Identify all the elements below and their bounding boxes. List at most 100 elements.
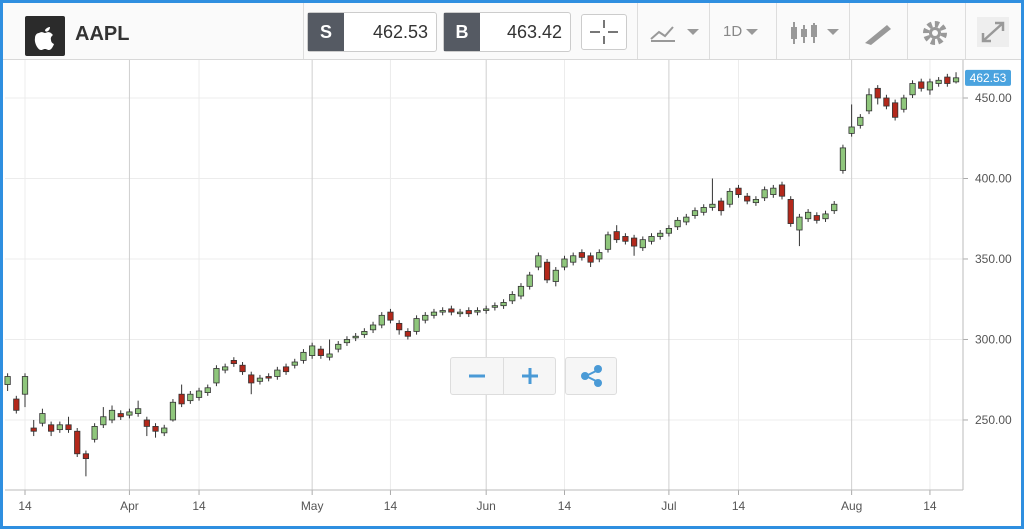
x-tick-label: 14 xyxy=(384,499,398,513)
candle-body xyxy=(674,219,681,228)
chart-type-button[interactable] xyxy=(649,21,705,48)
candle-body xyxy=(100,416,107,426)
candle-body xyxy=(422,314,429,321)
candle-body xyxy=(909,83,916,96)
zoom-controls xyxy=(450,357,556,395)
candle-body xyxy=(874,87,881,99)
candle-body xyxy=(778,184,786,197)
candle-body xyxy=(152,426,159,432)
candle-body xyxy=(256,377,264,382)
candle-body xyxy=(561,258,568,268)
buy-price: 463.42 xyxy=(506,22,562,42)
candle-body xyxy=(813,215,820,221)
candle-body xyxy=(465,310,472,315)
draw-button[interactable] xyxy=(863,21,893,50)
candle-body xyxy=(378,314,385,326)
sell-price: 462.53 xyxy=(372,22,428,42)
candle-body xyxy=(161,427,168,434)
candle-body xyxy=(178,393,185,405)
candle-body xyxy=(30,427,37,432)
candle-body xyxy=(543,261,551,281)
buy-button[interactable]: B 463.42 xyxy=(443,12,571,52)
x-tick-label: 14 xyxy=(732,499,746,513)
candle-body xyxy=(491,305,498,308)
x-tick-label: 14 xyxy=(558,499,572,513)
candle-body xyxy=(770,187,777,195)
candle-body xyxy=(396,322,403,331)
separator xyxy=(637,3,638,59)
candle-style-button[interactable] xyxy=(789,19,845,50)
zoom-out-button[interactable] xyxy=(451,358,503,394)
sell-button[interactable]: S 462.53 xyxy=(307,12,437,52)
separator xyxy=(965,3,966,59)
candle-body xyxy=(117,413,124,418)
candle-body xyxy=(4,376,11,385)
candle-body xyxy=(143,419,150,427)
candle-body xyxy=(474,310,481,313)
candle-body xyxy=(622,236,629,242)
candle-body xyxy=(39,413,46,424)
settings-button[interactable] xyxy=(921,19,949,52)
candle-body xyxy=(448,308,455,313)
candle-body xyxy=(657,232,664,237)
y-tick-label: 250.00 xyxy=(975,413,1012,427)
candle-body xyxy=(169,401,177,421)
candle-body xyxy=(361,331,368,336)
candle-body xyxy=(439,310,446,313)
candle-body xyxy=(369,324,377,331)
crosshair-button[interactable] xyxy=(581,14,627,50)
candle-body xyxy=(892,102,899,118)
candle-body xyxy=(613,231,620,241)
x-tick-label: 14 xyxy=(923,499,937,513)
candle-body xyxy=(509,293,516,302)
candle-body xyxy=(831,203,838,212)
share-button[interactable] xyxy=(565,357,617,395)
fullscreen-button[interactable] xyxy=(977,17,1009,47)
candle-body xyxy=(335,343,342,350)
candle-body xyxy=(761,189,768,199)
candle-body xyxy=(187,393,194,402)
x-tick-label: 14 xyxy=(18,499,32,513)
candle-body xyxy=(596,252,603,260)
candle-body xyxy=(108,409,116,421)
x-tick-label: May xyxy=(301,499,324,513)
candle-body xyxy=(865,94,873,112)
zoom-in-button[interactable] xyxy=(503,358,556,394)
candle-body xyxy=(282,366,290,373)
candle-body xyxy=(274,369,281,377)
candle-body xyxy=(848,126,855,134)
candle-body xyxy=(317,348,324,356)
chart: 250.00 300.00 350.00 400.00 450.00 14 Apr 14 May… xyxy=(4,60,1012,513)
separator xyxy=(907,3,908,59)
candle-body xyxy=(752,199,760,204)
candle-body xyxy=(21,376,29,395)
separator xyxy=(776,3,777,59)
candle-body xyxy=(578,252,585,258)
candle-body xyxy=(900,97,907,110)
x-tick-label: Apr xyxy=(120,499,139,513)
interval-label: 1D xyxy=(723,23,743,40)
sell-label: S xyxy=(308,13,344,51)
y-tick-label: 300.00 xyxy=(975,332,1012,346)
candle-body xyxy=(500,302,507,307)
candle-body xyxy=(413,318,420,332)
last-price-label: 462.53 xyxy=(970,71,1007,85)
candle-body xyxy=(291,361,298,366)
candle-body xyxy=(483,308,490,311)
candle-body xyxy=(517,285,525,297)
candle-body xyxy=(56,424,63,431)
candle-body xyxy=(796,216,803,231)
candle-body xyxy=(648,236,655,242)
candle-body xyxy=(135,408,142,414)
candle-body xyxy=(883,97,890,107)
candle-body xyxy=(343,339,351,344)
candle-body xyxy=(744,195,751,202)
x-tick-label: 14 xyxy=(192,499,206,513)
toolbar: AAPL S 462.53 B 463.42 1D xyxy=(3,3,1021,60)
candle-body xyxy=(709,203,716,208)
interval-button[interactable]: 1D xyxy=(723,23,759,40)
candle-body xyxy=(718,200,725,212)
last-price-marker xyxy=(965,69,1011,86)
candle-body xyxy=(839,147,847,171)
separator xyxy=(709,3,710,59)
